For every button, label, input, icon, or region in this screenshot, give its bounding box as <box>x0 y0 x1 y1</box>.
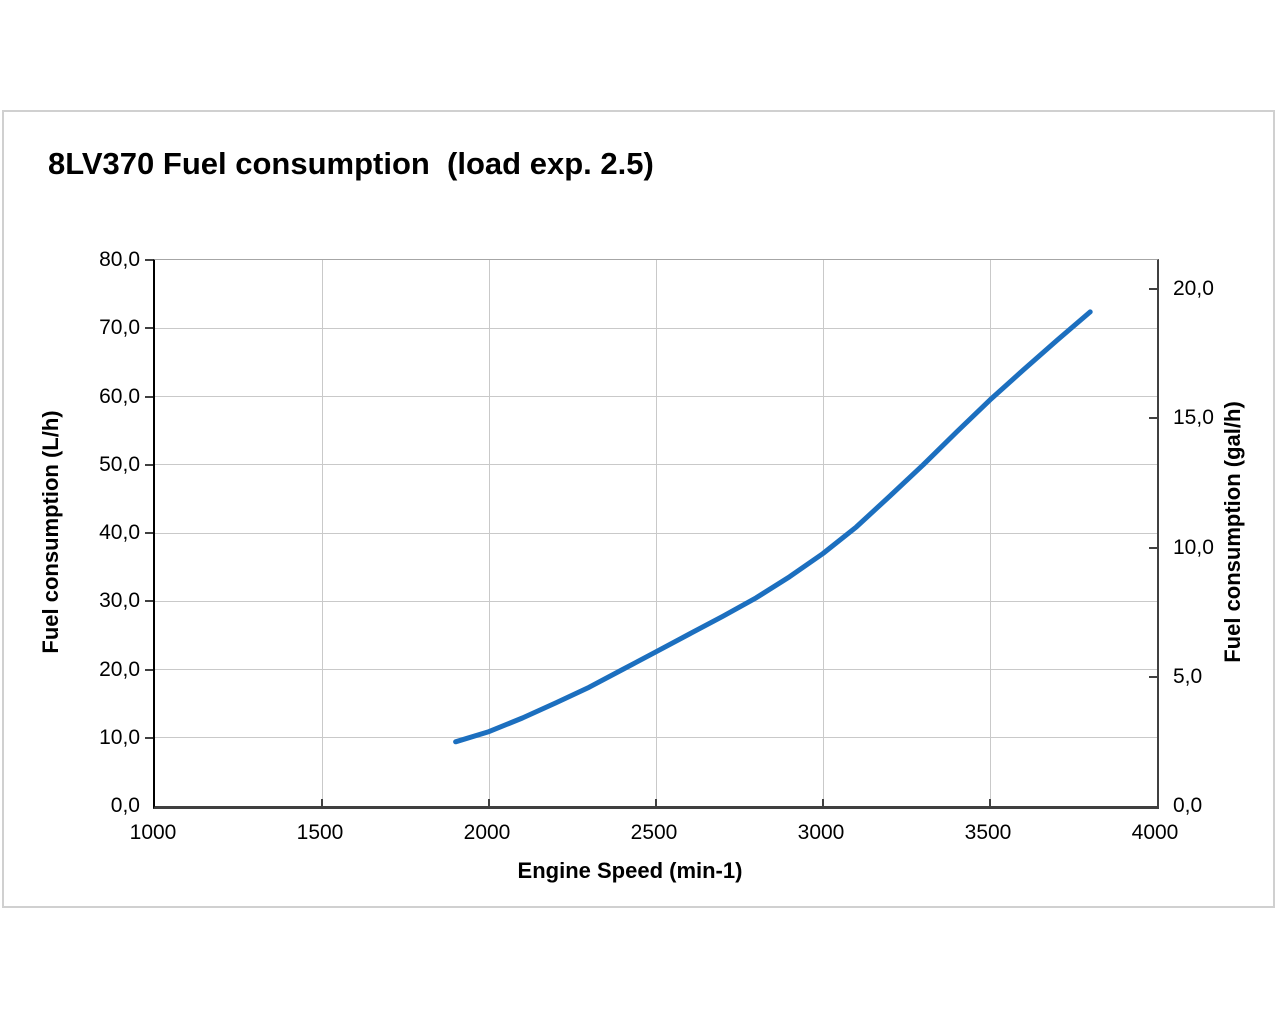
x-tick <box>655 799 657 806</box>
y-left-tick <box>145 600 153 603</box>
chart-title: 8LV370 Fuel consumption (load exp. 2.5) <box>48 146 654 181</box>
v-gridline <box>655 260 657 806</box>
chart-frame <box>2 110 1275 908</box>
y-left-tick <box>145 259 153 261</box>
y-left-tick-label: 10,0 <box>99 725 140 749</box>
fuel-consumption-curve <box>453 309 1093 745</box>
x-tick-label: 1000 <box>129 821 177 844</box>
y-left-tick-label: 70,0 <box>99 316 140 340</box>
v-gridline <box>822 260 824 806</box>
y-left-tick-label: 80,0 <box>99 248 140 271</box>
y-axis-left-title: Fuel consumption (L/h) <box>38 410 63 654</box>
y-left-tick <box>145 395 153 398</box>
y-left-tick-label: 50,0 <box>99 452 140 476</box>
x-axis-title: Engine Speed (min-1) <box>517 858 743 883</box>
x-tick-label: 2500 <box>630 821 678 844</box>
y-right-tick-label: 15,0 <box>1173 406 1214 430</box>
y-left-tick <box>145 327 153 330</box>
y-left-tick-label: 40,0 <box>99 521 140 544</box>
y-left-tick <box>145 463 153 466</box>
x-tick <box>321 799 323 806</box>
v-gridline <box>321 260 323 806</box>
y-right-tick-label: 0,0 <box>1173 794 1203 817</box>
x-tick <box>822 799 824 806</box>
y-left-tick-label: 30,0 <box>99 589 140 613</box>
y-right-tick-label: 20,0 <box>1173 277 1214 301</box>
y-left-tick-label: 0,0 <box>110 794 140 817</box>
x-tick-label: 2000 <box>463 821 511 844</box>
x-tick-label: 1500 <box>296 821 344 844</box>
y-axis-right-title: Fuel consumption (gal/h) <box>1220 401 1245 663</box>
y-left-tick-label: 20,0 <box>99 657 140 681</box>
y-right-tick-label: 5,0 <box>1173 664 1203 688</box>
plot-area <box>145 259 1159 809</box>
y-right-tick <box>1149 288 1157 291</box>
x-tick-label: 4000 <box>1131 821 1179 844</box>
y-right-tick <box>1149 546 1157 549</box>
x-tick <box>989 799 991 806</box>
y-left-tick-label: 60,0 <box>99 384 140 408</box>
v-gridline <box>488 260 490 806</box>
y-left-tick <box>145 668 153 671</box>
y-right-tick <box>1149 417 1157 420</box>
y-left-tick <box>145 736 153 739</box>
y-right-tick <box>1149 675 1157 678</box>
x-tick-label: 3500 <box>964 821 1012 844</box>
x-tick <box>488 799 490 806</box>
y-left-tick <box>145 532 153 534</box>
x-tick-label: 3000 <box>797 821 845 844</box>
fuel-line <box>453 309 1093 745</box>
v-gridline <box>989 260 991 806</box>
y-right-tick-label: 10,0 <box>1173 535 1214 559</box>
